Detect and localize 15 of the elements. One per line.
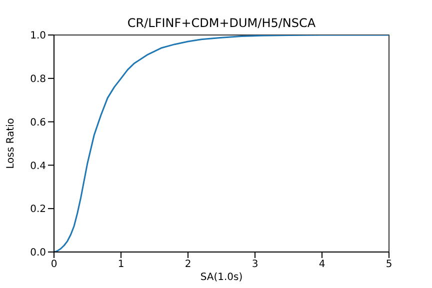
y-axis-title: Loss Ratio	[6, 118, 17, 169]
x-axis-title: SA(1.0s)	[200, 272, 243, 283]
y-tick-label: 0.4	[30, 160, 46, 172]
y-tick-label: 0.8	[30, 74, 46, 85]
chart-title: CR/LFINF+CDM+DUM/H5/NSCA	[126, 16, 317, 30]
x-tick-label: 0	[50, 259, 58, 270]
x-tick-label: 1	[118, 259, 124, 270]
y-tick-label: 0.2	[30, 204, 46, 216]
x-tick-label: 3	[252, 259, 258, 270]
x-tick-label: 5	[386, 259, 392, 270]
y-tick-label: 0.6	[30, 117, 46, 128]
x-tick-label: 4	[318, 259, 326, 270]
y-tick-label: 1.0	[30, 30, 46, 42]
y-tick-label: 0.0	[30, 248, 46, 259]
x-tick-label: 2	[184, 259, 192, 270]
